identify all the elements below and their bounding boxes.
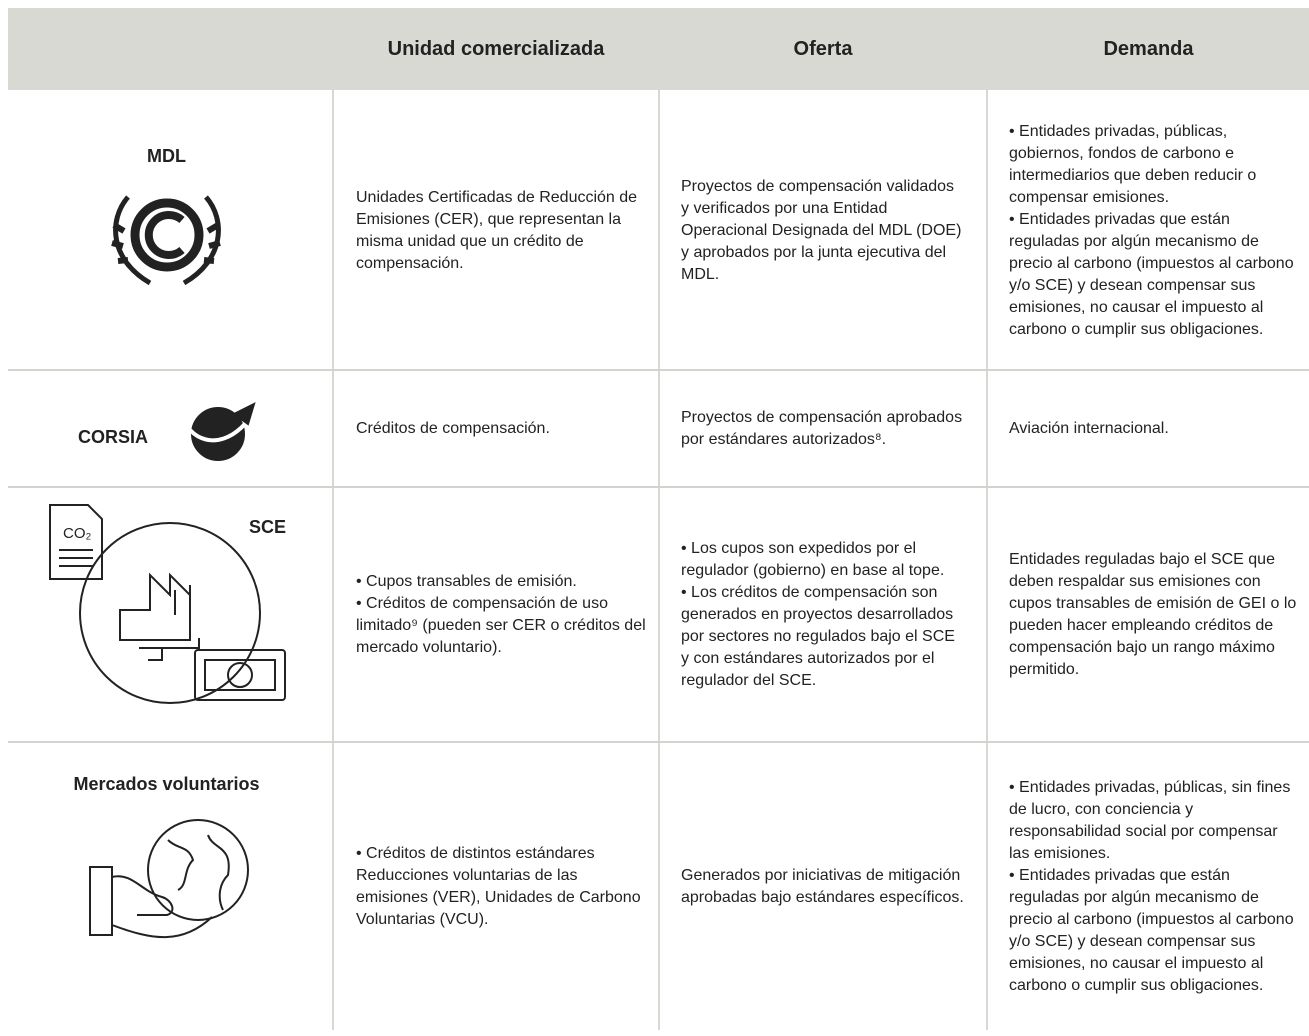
cell-paragraph: Proyectos de compensación validados y ve… (681, 177, 962, 283)
row-label: MDL (147, 146, 186, 166)
plane-globe-icon (188, 402, 258, 461)
column-header: Unidad comercializada (387, 38, 605, 60)
cell-paragraph: • Entidades privadas, públicas, gobierno… (1009, 122, 1257, 206)
cell-paragraph: Entidades reguladas bajo el SCE que debe… (1009, 550, 1297, 678)
cell-paragraph: Unidades Certificadas de Reducción de Em… (356, 188, 638, 272)
row-divider (8, 486, 1309, 488)
table-cell: Entidades reguladas bajo el SCE que debe… (1009, 488, 1299, 741)
table-cell: Generados por iniciativas de mitigación … (681, 743, 966, 1030)
column-divider (332, 15, 334, 1030)
table-cell: Créditos de compensación. (356, 371, 646, 486)
column-divider (986, 15, 988, 1030)
cell-paragraph: Generados por iniciativas de mitigación … (681, 866, 964, 906)
cell-paragraph: • Entidades privadas que están reguladas… (1009, 866, 1294, 994)
row-label: Mercados voluntarios (73, 774, 260, 794)
cell-paragraph: Créditos de compensación. (356, 419, 550, 437)
cell-paragraph: Aviación internacional. (1009, 419, 1169, 437)
row-divider (8, 741, 1309, 743)
row-label: CORSIA (78, 427, 149, 447)
table-cell: Proyectos de compensación validados y ve… (681, 92, 966, 369)
un-icon (111, 195, 221, 286)
table-cell: • Entidades privadas, públicas, gobierno… (1009, 92, 1299, 369)
column-header: Demanda (1103, 38, 1194, 60)
cell-paragraph: • Los créditos de compensación son gener… (681, 583, 955, 689)
table-cell: • Créditos de distintos estándares Reduc… (356, 743, 646, 1030)
cell-paragraph: • Entidades privadas, públicas, sin fine… (1009, 778, 1291, 862)
cell-paragraph: • Cupos transables de emisión. (356, 572, 577, 590)
table-cell: Unidades Certificadas de Reducción de Em… (356, 92, 646, 369)
cell-paragraph: • Entidades privadas que están reguladas… (1009, 210, 1294, 338)
cell-paragraph: • Los cupos son expedidos por el regulad… (681, 539, 945, 579)
table-cell: Aviación internacional. (1009, 371, 1299, 486)
icon-text: CO₂ (63, 525, 92, 542)
cell-paragraph: Proyectos de compensación aprobados por … (681, 408, 963, 448)
cell-paragraph: • Créditos de compensación de uso limita… (356, 594, 646, 656)
table-cell: Proyectos de compensación aprobados por … (681, 371, 966, 486)
table-cell: • Los cupos son expedidos por el regulad… (681, 488, 966, 741)
column-header: Oferta (793, 38, 853, 60)
table-cell: • Entidades privadas, públicas, sin fine… (1009, 743, 1299, 1030)
sce-icon: CO₂ (49, 504, 286, 704)
hand-globe-icon (89, 819, 249, 939)
row-divider (8, 369, 1309, 371)
cell-paragraph: • Créditos de distintos estándares Reduc… (356, 844, 641, 928)
column-divider (658, 15, 660, 1030)
row-label: SCE (249, 517, 287, 537)
table-cell: • Cupos transables de emisión. • Créditos… (356, 488, 646, 741)
